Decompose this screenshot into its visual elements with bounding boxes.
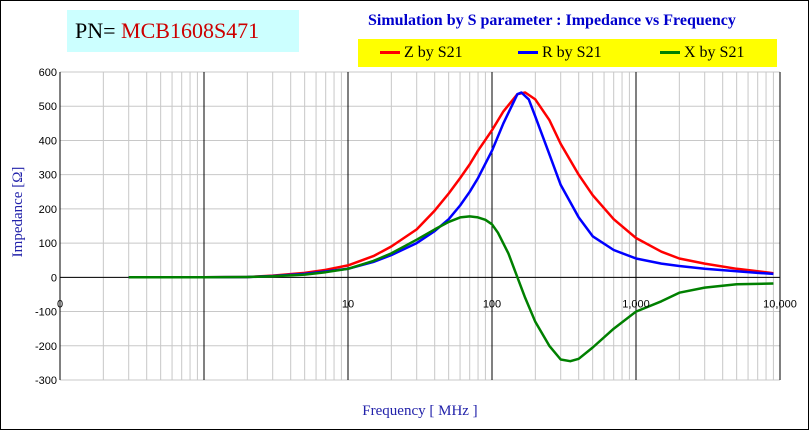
- chart-legend: Z by S21 R by S21 X by S21: [358, 39, 777, 67]
- y-tick-label: 300: [39, 170, 57, 182]
- y-tick-labels: 600 500 400 300 200 100 0 -100 -200 -300: [35, 67, 57, 387]
- x-tick-label: 10: [342, 298, 354, 310]
- x-axis-label: Frequency [ MHz ]: [362, 403, 477, 419]
- series-line-2: [128, 91, 774, 279]
- y-tick-label: -300: [35, 375, 57, 387]
- legend-swatch-x: [660, 50, 680, 54]
- series-layer: [128, 91, 774, 363]
- chart-title: Simulation by S parameter : Impedance vs…: [368, 12, 736, 29]
- y-tick-label: -100: [35, 307, 57, 319]
- y-axis-label: Impedance [Ω]: [10, 167, 26, 258]
- legend-label-x: X by S21: [684, 44, 745, 61]
- y-tick-label: 400: [39, 135, 57, 147]
- legend-label-z: Z by S21: [404, 44, 463, 61]
- x-tick-labels: 0 10 100 1,000 10,000: [57, 298, 797, 310]
- legend-item-z: Z by S21: [380, 39, 463, 67]
- part-number-prefix: PN=: [75, 18, 116, 43]
- y-tick-label: 500: [39, 101, 57, 113]
- x-tick-label: 1,000: [622, 298, 650, 310]
- series-line-3: [128, 215, 774, 363]
- y-tick-label: -200: [35, 341, 57, 353]
- part-number-box: PN= MCB1608S471: [67, 10, 299, 52]
- legend-swatch-r: [518, 50, 538, 54]
- legend-label-r: R by S21: [542, 44, 602, 61]
- y-tick-label: 100: [39, 238, 57, 250]
- legend-item-x: X by S21: [660, 39, 744, 67]
- series-line-1: [128, 91, 774, 279]
- y-tick-label: 600: [39, 67, 57, 79]
- part-number-value: MCB1608S471: [121, 18, 260, 43]
- y-tick-label: 0: [51, 272, 57, 284]
- legend-item-r: R by S21: [518, 39, 602, 67]
- y-tick-label: 200: [39, 204, 57, 216]
- legend-swatch-z: [380, 50, 400, 54]
- minor-gridlines: [59, 71, 780, 381]
- x-tick-label: 100: [483, 298, 501, 310]
- x-tick-label: 10,000: [763, 298, 797, 310]
- x-tick-label: 0: [57, 298, 63, 310]
